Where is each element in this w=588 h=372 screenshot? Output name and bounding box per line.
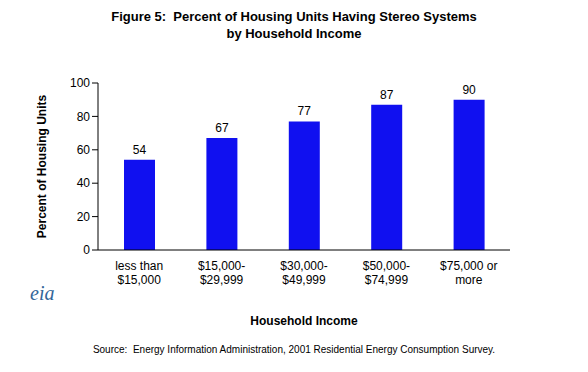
svg-text:less than$15,000: less than$15,000 xyxy=(115,259,163,287)
svg-text:0: 0 xyxy=(83,243,90,257)
svg-text:60: 60 xyxy=(77,143,91,157)
svg-text:$50,000-$74,999: $50,000-$74,999 xyxy=(363,259,410,287)
svg-text:Percent of Housing Units: Percent of Housing Units xyxy=(35,95,49,239)
svg-text:90: 90 xyxy=(462,83,476,97)
svg-text:$30,000-$49,999: $30,000-$49,999 xyxy=(280,259,327,287)
svg-text:20: 20 xyxy=(77,210,91,224)
svg-text:80: 80 xyxy=(77,110,91,124)
svg-text:77: 77 xyxy=(298,104,312,118)
svg-text:87: 87 xyxy=(380,88,394,102)
html-text:by Household Income: by Household Income xyxy=(226,26,362,41)
svg-text:54: 54 xyxy=(133,143,147,157)
svg-text:100: 100 xyxy=(70,76,90,90)
html-text:eia: eia xyxy=(30,282,55,304)
html-text:Household Income: Household Income xyxy=(250,314,358,328)
svg-text:$75,000 ormore: $75,000 ormore xyxy=(440,259,497,287)
svg-text:67: 67 xyxy=(215,121,229,135)
html-text:Source: Energy Information Adm: Source: Energy Information Administratio… xyxy=(92,344,496,355)
svg-text:$15,000-$29,999: $15,000-$29,999 xyxy=(198,259,245,287)
svg-text:40: 40 xyxy=(77,176,91,190)
html-text:Figure 5: Percent of Housing U: Figure 5: Percent of Housing Units Havin… xyxy=(111,9,477,24)
